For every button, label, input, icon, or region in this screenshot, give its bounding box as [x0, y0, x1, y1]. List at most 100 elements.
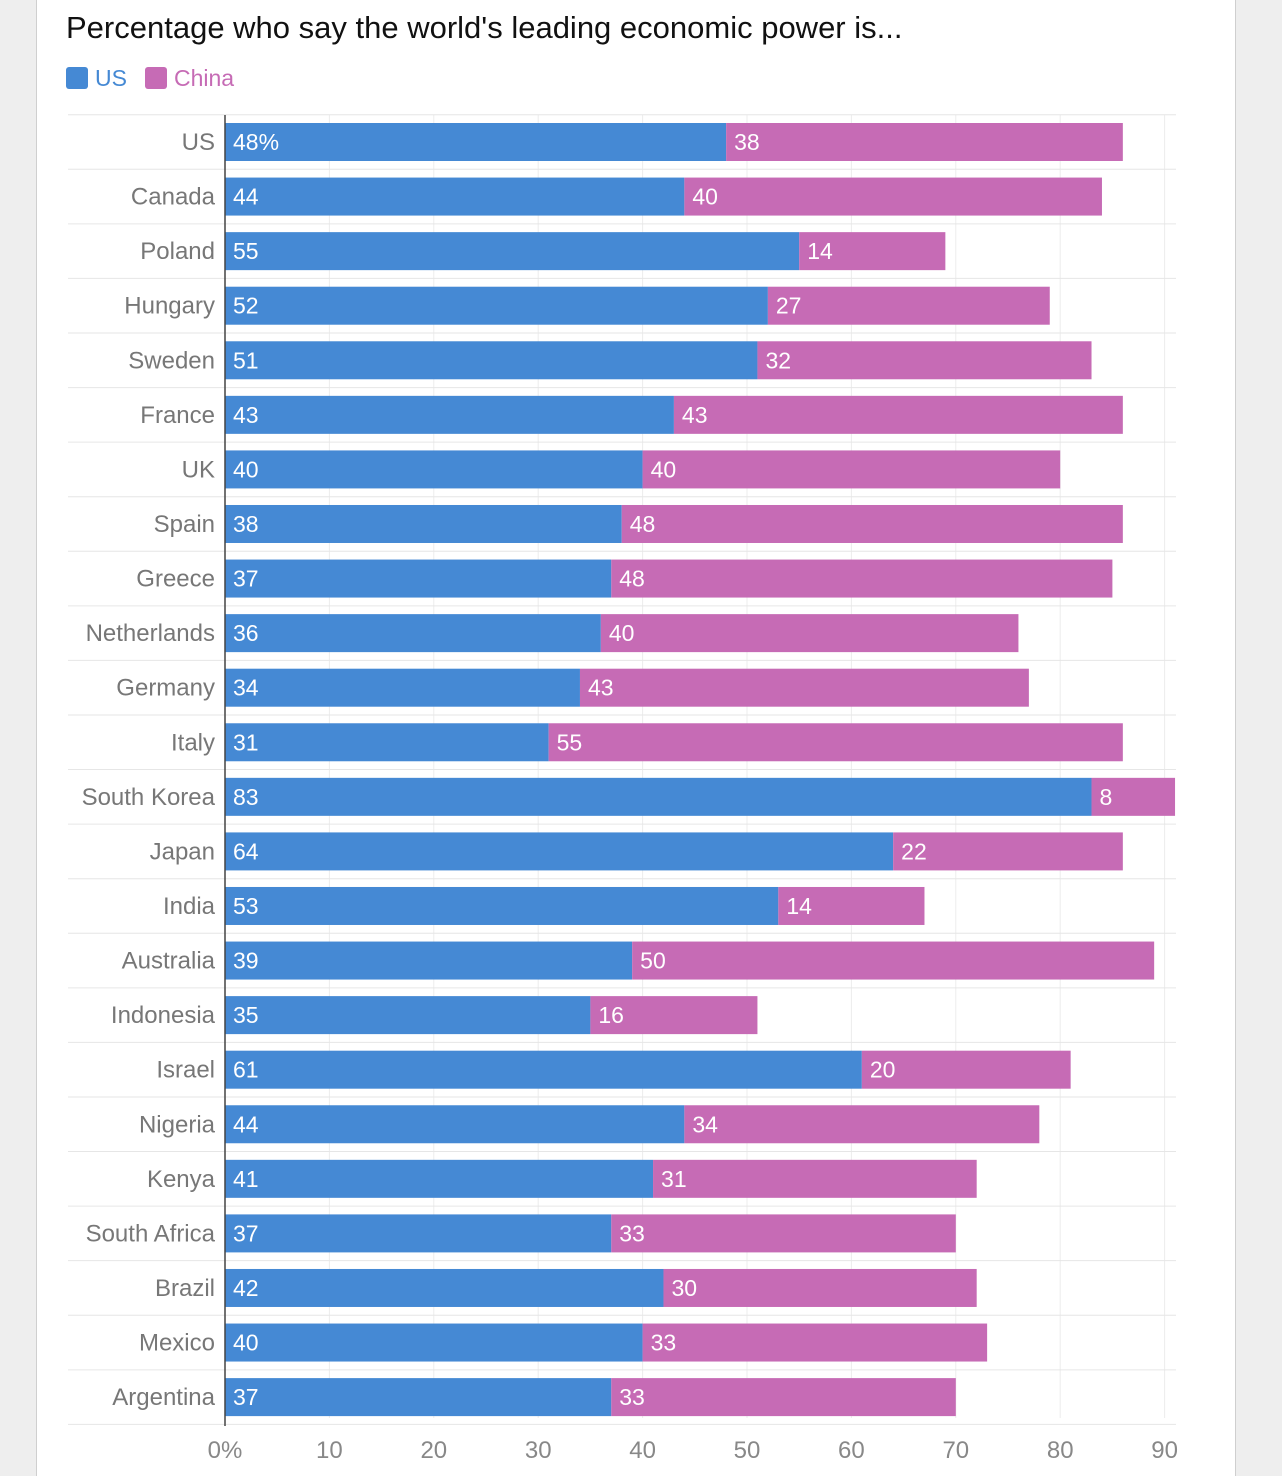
bar-china: [893, 832, 1123, 871]
data-label: 33: [619, 1384, 645, 1410]
bar-china: [684, 177, 1102, 216]
category-label: South Korea: [82, 784, 216, 811]
data-label: 53: [233, 893, 259, 919]
data-label: 50: [640, 948, 666, 974]
data-label: 34: [233, 675, 259, 701]
x-tick-label: 30: [525, 1437, 552, 1464]
category-label: Nigeria: [139, 1111, 216, 1138]
data-label: 20: [870, 1057, 896, 1083]
bar-china: [767, 286, 1050, 325]
category-label: US: [182, 129, 215, 156]
bar-us: [225, 832, 894, 871]
x-tick-label: 0%: [208, 1437, 243, 1464]
category-label: Germany: [116, 675, 215, 702]
x-tick-label: 40: [629, 1437, 656, 1464]
category-label: Poland: [140, 238, 215, 265]
category-label: France: [140, 402, 215, 429]
legend-swatch-china: [144, 67, 167, 89]
data-label: 48%: [233, 129, 279, 155]
bar-china: [632, 941, 1155, 980]
category-label: Greece: [136, 566, 215, 593]
data-label: 30: [671, 1275, 697, 1301]
data-label: 8: [1100, 784, 1113, 810]
data-label: 43: [233, 402, 259, 428]
bar-us: [225, 1378, 612, 1417]
bar-china: [861, 1050, 1071, 1089]
data-label: 31: [661, 1166, 687, 1192]
legend-item-us[interactable]: US: [66, 65, 127, 92]
legend-label-us: US: [95, 64, 127, 91]
x-tick-label: 10: [316, 1437, 343, 1464]
bar-china: [673, 395, 1123, 434]
data-label: 37: [233, 1384, 259, 1410]
legend[interactable]: US China: [66, 64, 234, 92]
bar-china: [799, 232, 946, 271]
bar-us: [225, 559, 612, 598]
category-label: Brazil: [155, 1275, 215, 1302]
data-label: 22: [901, 838, 927, 864]
bar-china: [548, 723, 1123, 762]
legend-item-china[interactable]: China: [144, 64, 235, 92]
data-label: 40: [692, 184, 718, 210]
legend-label-china: China: [173, 64, 235, 91]
bar-us: [225, 668, 580, 707]
bar-china: [726, 123, 1123, 161]
bar-us: [225, 1105, 685, 1144]
legend-swatch-us: [66, 67, 88, 89]
data-label: 33: [619, 1220, 645, 1246]
bar-us: [225, 450, 643, 489]
bar-china: [653, 1159, 977, 1198]
data-label: 37: [233, 566, 259, 592]
bar-china: [611, 559, 1113, 598]
data-label: 40: [651, 456, 677, 482]
data-label: 61: [233, 1057, 259, 1083]
data-label: 43: [682, 402, 708, 428]
category-label: Hungary: [124, 293, 215, 320]
data-label: 40: [609, 620, 635, 646]
data-label: 36: [233, 620, 259, 646]
data-label: 43: [588, 675, 614, 701]
bar-us: [225, 1050, 862, 1089]
data-label: 52: [233, 293, 259, 319]
category-label: Mexico: [139, 1330, 215, 1357]
data-label: 38: [233, 511, 259, 537]
category-label: Italy: [171, 729, 215, 756]
data-label: 34: [692, 1111, 718, 1137]
data-label: 39: [233, 948, 259, 974]
bar-us: [225, 996, 591, 1035]
bar-china: [611, 1214, 956, 1253]
bar-china: [611, 1378, 956, 1417]
bar-us: [225, 614, 601, 653]
data-label: 33: [651, 1330, 677, 1356]
bar-china: [642, 1323, 988, 1362]
data-label: 35: [233, 1002, 259, 1028]
bar-us: [225, 286, 768, 325]
data-label: 83: [233, 784, 259, 810]
bar-us: [225, 941, 633, 980]
category-label: Spain: [154, 511, 215, 538]
data-label: 31: [233, 729, 259, 755]
data-label: 41: [233, 1166, 259, 1192]
bar-us: [225, 123, 727, 161]
bar-us: [225, 341, 758, 380]
data-label: 32: [765, 347, 791, 373]
x-tick-label: 60: [838, 1437, 865, 1464]
data-label: 40: [233, 456, 259, 482]
bar-china: [590, 996, 758, 1035]
bar-us: [225, 1214, 612, 1253]
data-label: 55: [557, 729, 583, 755]
category-label: Sweden: [128, 347, 215, 374]
bar-us: [225, 1268, 664, 1307]
x-tick-label: 80: [1047, 1437, 1074, 1464]
data-label: 42: [233, 1275, 259, 1301]
bar-us: [225, 232, 800, 271]
x-tick-label: 70: [942, 1437, 969, 1464]
category-label: Canada: [131, 184, 216, 211]
bar-china: [642, 450, 1061, 489]
data-label: 16: [598, 1002, 624, 1028]
bar-us: [225, 504, 622, 543]
bar-us: [225, 777, 1092, 816]
category-label: UK: [182, 456, 215, 483]
bar-us: [225, 177, 685, 216]
